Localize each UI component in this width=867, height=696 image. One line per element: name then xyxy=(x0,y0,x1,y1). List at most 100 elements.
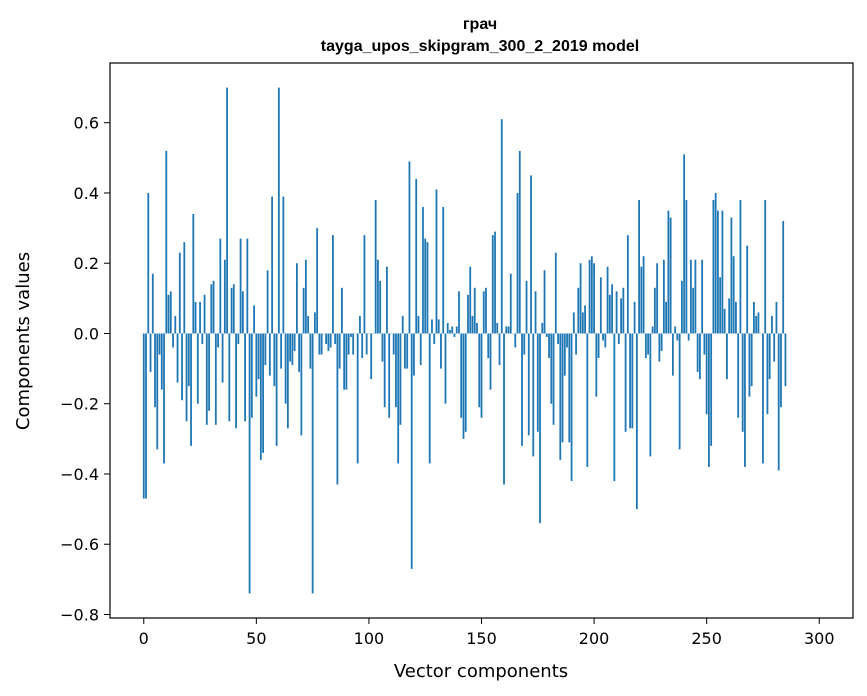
bar-126 xyxy=(426,242,429,334)
bar-159 xyxy=(500,119,503,334)
bar-163 xyxy=(509,273,512,334)
bar-18 xyxy=(183,242,186,334)
bar-13 xyxy=(172,333,174,348)
bar-15 xyxy=(176,333,179,383)
bar-147 xyxy=(473,287,476,334)
bar-238 xyxy=(678,333,681,450)
bar-221 xyxy=(640,266,643,334)
bar-177 xyxy=(541,322,544,334)
x-tick-label: 150 xyxy=(466,629,497,648)
bar-231 xyxy=(662,259,665,334)
y-tick-label: −0.8 xyxy=(60,605,99,624)
bar-25 xyxy=(199,301,201,334)
bar-151 xyxy=(482,291,485,334)
bar-9 xyxy=(163,333,165,464)
bar-176 xyxy=(539,333,541,524)
bar-95 xyxy=(356,333,359,464)
bar-191 xyxy=(572,312,575,334)
bar-149 xyxy=(478,333,481,408)
bar-139 xyxy=(455,326,458,334)
bar-188 xyxy=(566,333,568,348)
bar-99 xyxy=(365,333,368,355)
bar-158 xyxy=(498,333,501,366)
bar-169 xyxy=(523,333,526,355)
bar-112 xyxy=(395,333,397,408)
bar-53 xyxy=(262,333,264,453)
bar-210 xyxy=(615,291,618,334)
bar-129 xyxy=(433,333,436,345)
bar-184 xyxy=(557,333,559,345)
bar-133 xyxy=(442,207,445,334)
bar-284 xyxy=(782,221,785,334)
bar-50 xyxy=(255,333,258,397)
bar-241 xyxy=(685,199,688,334)
bar-171 xyxy=(527,333,530,436)
bar-34 xyxy=(219,238,222,334)
bar-203 xyxy=(599,277,602,334)
bar-267 xyxy=(744,333,746,467)
bar-48 xyxy=(250,333,253,418)
bar-4 xyxy=(151,273,154,334)
bar-90 xyxy=(345,333,348,390)
bar-251 xyxy=(708,333,710,467)
bar-197 xyxy=(586,333,589,467)
bars xyxy=(142,87,787,594)
bar-14 xyxy=(174,315,177,334)
bar-58 xyxy=(273,333,276,387)
bar-115 xyxy=(401,315,404,334)
bar-76 xyxy=(313,312,316,334)
bar-160 xyxy=(503,333,505,485)
bar-167 xyxy=(518,150,521,334)
bar-29 xyxy=(208,333,210,411)
bar-127 xyxy=(428,333,431,464)
bar-125 xyxy=(424,238,427,334)
bar-224 xyxy=(647,333,650,355)
x-axis-label: Vector components xyxy=(394,661,568,682)
bar-81 xyxy=(325,333,328,345)
bar-202 xyxy=(597,333,600,359)
bar-270 xyxy=(750,333,753,387)
bar-62 xyxy=(282,196,285,334)
x-tick-label: 200 xyxy=(579,629,610,648)
bar-260 xyxy=(728,298,731,334)
x-tick-label: 0 xyxy=(139,629,149,648)
bar-47 xyxy=(248,333,251,594)
bar-280 xyxy=(773,333,776,362)
bar-37 xyxy=(226,87,228,334)
bar-7 xyxy=(158,333,161,355)
bar-38 xyxy=(228,333,231,422)
bar-218 xyxy=(633,301,636,334)
bar-67 xyxy=(293,333,296,352)
bar-130 xyxy=(435,189,438,334)
bar-279 xyxy=(771,315,773,334)
y-tick-label: −0.6 xyxy=(60,535,99,554)
bar-71 xyxy=(302,287,305,334)
bar-144 xyxy=(467,294,469,334)
bar-265 xyxy=(739,199,742,334)
bar-206 xyxy=(606,266,609,334)
bar-220 xyxy=(638,199,641,334)
bar-65 xyxy=(289,333,292,362)
bar-107 xyxy=(383,333,386,408)
bar-209 xyxy=(613,333,616,481)
bar-11 xyxy=(167,294,170,334)
bar-39 xyxy=(230,287,233,334)
bar-153 xyxy=(487,333,490,359)
bar-275 xyxy=(762,333,764,464)
bar-271 xyxy=(753,301,755,334)
bar-143 xyxy=(464,333,467,432)
bar-268 xyxy=(746,245,749,334)
bar-213 xyxy=(622,287,625,334)
bar-32 xyxy=(214,333,217,425)
bar-43 xyxy=(239,238,242,334)
bar-23 xyxy=(194,301,197,334)
bar-237 xyxy=(676,333,679,341)
y-tick-label: 0.4 xyxy=(74,184,99,203)
bar-175 xyxy=(536,333,539,432)
bar-193 xyxy=(577,287,580,334)
y-tick-label: −0.4 xyxy=(60,465,99,484)
bar-141 xyxy=(460,333,463,418)
bar-106 xyxy=(381,333,384,362)
x-axis-ticks: 0 50 100 150 200 250 300 xyxy=(139,618,835,648)
bar-104 xyxy=(377,259,379,334)
